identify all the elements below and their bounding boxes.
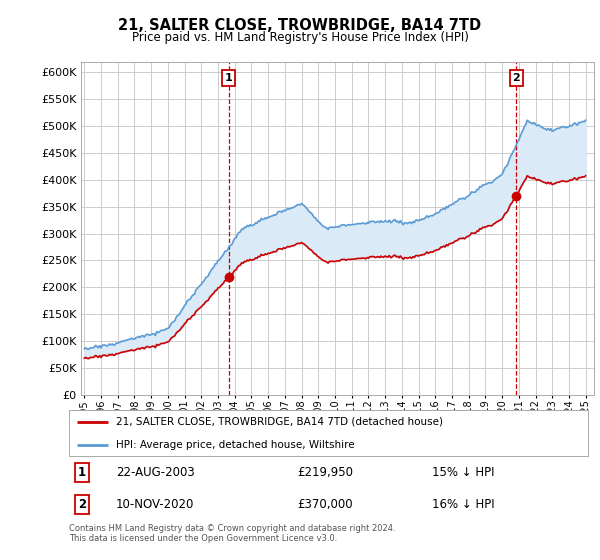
Text: 15% ↓ HPI: 15% ↓ HPI — [432, 466, 495, 479]
Text: £370,000: £370,000 — [298, 498, 353, 511]
Text: 1: 1 — [78, 466, 86, 479]
Text: 10-NOV-2020: 10-NOV-2020 — [116, 498, 194, 511]
Text: £219,950: £219,950 — [298, 466, 353, 479]
Text: 1: 1 — [225, 73, 233, 83]
Text: Price paid vs. HM Land Registry's House Price Index (HPI): Price paid vs. HM Land Registry's House … — [131, 31, 469, 44]
Text: 2: 2 — [78, 498, 86, 511]
Text: HPI: Average price, detached house, Wiltshire: HPI: Average price, detached house, Wilt… — [116, 440, 355, 450]
Text: 16% ↓ HPI: 16% ↓ HPI — [432, 498, 495, 511]
Text: 21, SALTER CLOSE, TROWBRIDGE, BA14 7TD: 21, SALTER CLOSE, TROWBRIDGE, BA14 7TD — [118, 18, 482, 33]
Text: 22-AUG-2003: 22-AUG-2003 — [116, 466, 194, 479]
Text: Contains HM Land Registry data © Crown copyright and database right 2024.
This d: Contains HM Land Registry data © Crown c… — [69, 524, 395, 543]
Text: 2: 2 — [512, 73, 520, 83]
Text: 21, SALTER CLOSE, TROWBRIDGE, BA14 7TD (detached house): 21, SALTER CLOSE, TROWBRIDGE, BA14 7TD (… — [116, 417, 443, 427]
